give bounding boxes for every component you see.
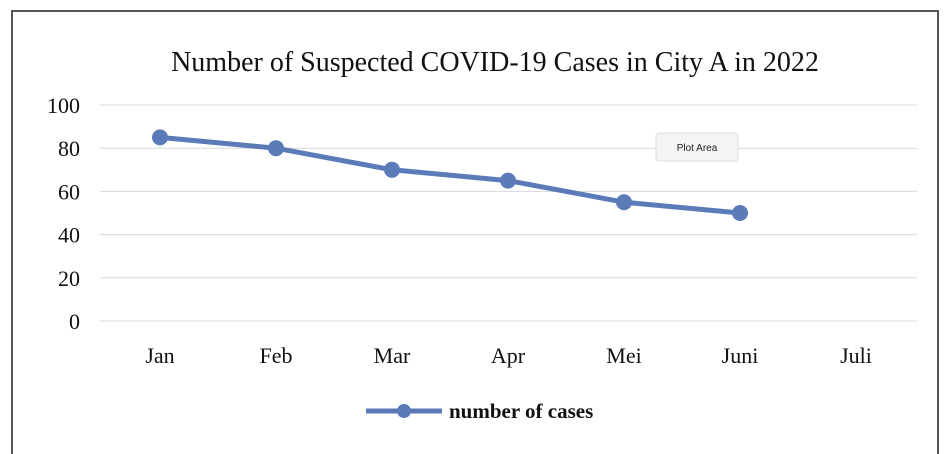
chart-frame [11,10,939,454]
series-layer [152,129,748,221]
y-axis-ticks: 0 20 40 60 80 100 [47,93,80,334]
chart-title: Number of Suspected COVID-19 Cases in Ci… [171,47,819,78]
legend: number of cases [366,399,593,423]
plot-area-tooltip: Plot Area [655,132,739,162]
x-tick-label: Apr [491,343,526,368]
y-tick-label: 0 [69,309,80,334]
y-tick-label: 80 [58,136,80,161]
y-tick-label: 20 [58,266,80,291]
x-tick-label: Juni [722,343,759,368]
x-tick-label: Jan [145,343,174,368]
legend-marker-swatch [397,404,411,418]
y-tick-label: 40 [58,223,80,248]
x-tick-label: Mei [606,343,641,368]
series-line [157,134,743,216]
legend-label: number of cases [449,399,593,423]
data-point [732,205,748,221]
tooltip-text: Plot Area [677,143,718,154]
tooltip-box [655,132,739,162]
x-tick-label: Feb [260,343,293,368]
x-tick-label: Mar [374,343,411,368]
data-point [500,172,516,189]
y-tick-label: 100 [47,93,80,118]
data-point [152,129,168,146]
x-axis-ticks: Jan Feb Mar Apr Mei Juni Juli [145,343,872,368]
data-point [268,140,284,157]
x-tick-label: Juli [840,343,872,368]
gridlines [100,104,917,322]
y-tick-label: 60 [58,179,80,204]
data-point [384,161,400,178]
data-point [616,194,632,211]
